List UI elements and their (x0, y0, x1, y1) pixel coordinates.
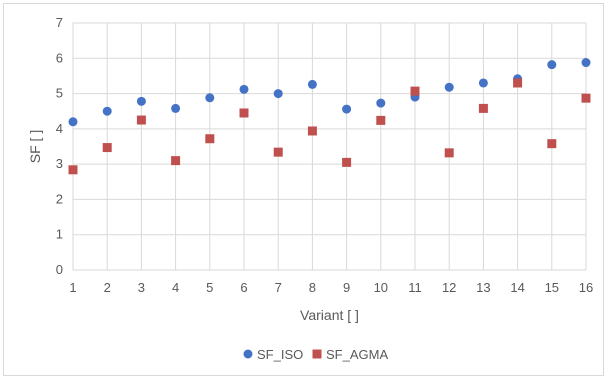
data-point (444, 148, 454, 158)
data-point (273, 147, 283, 157)
y-tick-label: 5 (56, 86, 63, 101)
grid (72, 22, 587, 271)
x-tick-label: 15 (545, 280, 559, 295)
y-tick-label: 7 (56, 15, 63, 30)
series-sf-agma (68, 78, 591, 175)
x-tick-label: 16 (579, 280, 593, 295)
data-point (307, 79, 317, 89)
data-point (410, 86, 420, 96)
x-tick-label: 14 (510, 280, 524, 295)
data-point (171, 103, 181, 113)
x-tick-label: 2 (104, 280, 111, 295)
data-point (307, 126, 317, 136)
y-tick-label: 3 (56, 156, 63, 171)
data-point (581, 58, 591, 68)
x-tick-label: 5 (206, 280, 213, 295)
data-point (102, 106, 112, 116)
y-axis-title: SF [ ] (27, 130, 43, 163)
series-sf-iso (68, 58, 591, 127)
legend: SF_ISO SF_AGMA (243, 347, 388, 362)
legend-label: SF_ISO (257, 347, 303, 362)
data-point (342, 157, 352, 167)
data-point (478, 103, 488, 113)
x-tick-label: 13 (476, 280, 490, 295)
data-point (136, 115, 146, 125)
legend-marker (312, 349, 322, 359)
x-tick-label: 1 (69, 280, 76, 295)
x-tick-label: 8 (309, 280, 316, 295)
legend-item: SF_ISO (243, 347, 303, 362)
y-tick-label: 2 (56, 191, 63, 206)
data-point (376, 115, 386, 125)
data-point (68, 165, 78, 175)
series-markers (68, 58, 591, 175)
y-tick-label: 1 (56, 227, 63, 242)
data-point (547, 60, 557, 70)
x-tick-label: 11 (408, 280, 422, 295)
y-tick-label: 6 (56, 50, 63, 65)
data-point (478, 78, 488, 88)
y-tick-label: 4 (56, 121, 63, 136)
data-point (205, 134, 215, 144)
legend-label: SF_AGMA (326, 347, 388, 362)
x-tick-label: 7 (275, 280, 282, 295)
y-tick-label: 0 (56, 262, 63, 277)
y-axis-ticks: 0 1 2 3 4 5 6 7 (56, 15, 63, 277)
x-tick-label: 3 (138, 280, 145, 295)
data-point (581, 93, 591, 103)
data-point (239, 84, 249, 94)
data-point (68, 117, 78, 127)
data-point (444, 82, 454, 92)
data-point (102, 143, 112, 153)
legend-marker (243, 349, 253, 359)
x-tick-label: 4 (172, 280, 179, 295)
x-tick-label: 9 (343, 280, 350, 295)
data-point (171, 156, 181, 166)
x-tick-label: 12 (442, 280, 456, 295)
legend-item: SF_AGMA (312, 347, 388, 362)
data-point (376, 98, 386, 108)
x-tick-label: 10 (374, 280, 388, 295)
data-point (547, 139, 557, 149)
x-axis-title: Variant [ ] (300, 307, 359, 323)
data-point (273, 89, 283, 99)
data-point (342, 104, 352, 114)
x-axis-ticks: 1 2 3 4 5 6 7 8 9 10 11 12 13 14 15 16 (69, 280, 593, 295)
data-point (239, 108, 249, 118)
data-point (136, 96, 146, 106)
data-point (205, 93, 215, 103)
x-tick-label: 6 (240, 280, 247, 295)
data-point (513, 78, 523, 88)
